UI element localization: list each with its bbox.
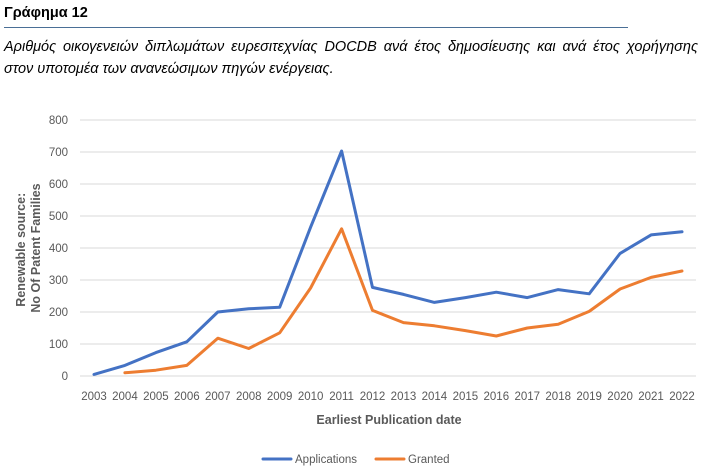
gridlines [80,120,696,376]
x-tick-label: 2004 [112,391,138,403]
x-tick-label: 2019 [576,391,602,403]
series-lines [94,151,682,374]
series-line-applications [94,151,682,374]
x-tick-label: 2012 [360,391,386,403]
y-tick-label: 100 [49,339,68,351]
legend-label-granted: Granted [408,454,450,466]
y-axis-label-line2: No Of Patent Families [29,183,43,312]
x-tick-label: 2010 [298,391,324,403]
x-tick-label: 2014 [422,391,448,403]
x-tick-label: 2021 [638,391,664,403]
x-tick-label: 2011 [329,391,354,403]
y-axis-label-line1: Renewable source: [14,193,28,307]
legend-label-applications: Applications [295,454,357,466]
x-tick-label: 2008 [236,391,262,403]
y-tick-label: 700 [49,147,68,159]
x-tick-label: 2015 [453,391,479,403]
x-tick-label: 2022 [669,391,695,403]
x-axis-label: Earliest Publication date [316,413,461,427]
x-tick-label: 2016 [484,391,510,403]
y-tick-label: 600 [49,179,68,191]
x-axis-tick-labels: 2003 2004 2005 2006 2007 2008 2009 2010 2011 2012… [81,391,695,403]
chart-legend: Applications Granted [263,454,450,466]
x-tick-label: 2005 [143,391,169,403]
y-tick-label: 0 [62,371,68,383]
y-tick-label: 500 [49,211,68,223]
y-tick-label: 200 [49,307,68,319]
x-tick-label: 2020 [607,391,633,403]
x-tick-label: 2007 [205,391,231,403]
line-chart: 0100200300400500600700800 20032004200520… [0,0,713,470]
x-tick-label: 2006 [174,391,200,403]
x-tick-label: 2017 [514,391,540,403]
y-axis-label: Renewable source: No Of Patent Families [14,183,43,312]
x-tick-label: 2018 [545,391,571,403]
y-tick-label: 800 [49,115,68,127]
y-axis-tick-labels: 0 100 200 300 400 500 600 700 800 [49,115,68,383]
x-tick-label: 2013 [391,391,417,403]
x-tick-label: 2003 [81,391,107,403]
y-tick-label: 300 [49,275,68,287]
x-tick-label: 2009 [267,391,293,403]
series-line-granted [125,229,682,373]
y-tick-label: 400 [49,243,68,255]
